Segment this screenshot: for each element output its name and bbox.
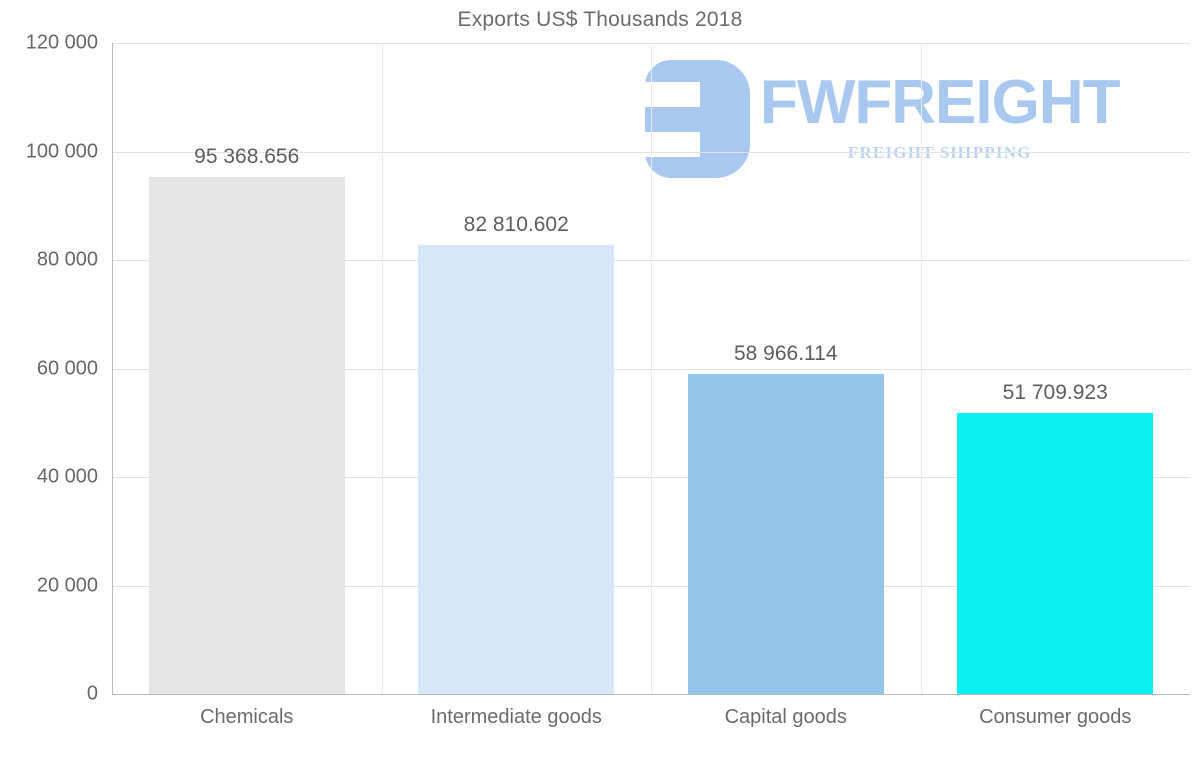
x-axis-tick-label: Intermediate goods bbox=[430, 706, 602, 728]
bar-value-label: 95 368.656 bbox=[194, 144, 300, 168]
x-axis-tick-label: Capital goods bbox=[724, 706, 847, 728]
plot-area: 95 368.656 82 810.602 58 966.114 51 709.923 bbox=[112, 43, 1190, 695]
gridline-vertical bbox=[651, 43, 652, 694]
bar-value-label: 51 709.923 bbox=[1002, 381, 1108, 405]
y-axis-tick-label: 80 000 bbox=[36, 248, 98, 271]
gridline-horizontal bbox=[112, 694, 1190, 695]
bar[interactable]: 95 368.656 bbox=[148, 145, 345, 694]
bar[interactable]: 82 810.602 bbox=[418, 213, 615, 694]
y-axis-tick-label: 100 000 bbox=[25, 140, 98, 162]
bar-value-label: 58 966.114 bbox=[733, 342, 838, 366]
y-axis-tick-label: 120 000 bbox=[25, 31, 98, 54]
x-axis-tick-label: Chemicals bbox=[200, 706, 294, 728]
bar[interactable]: 58 966.114 bbox=[687, 342, 884, 694]
y-axis-tick-label: 60 000 bbox=[36, 357, 98, 379]
gridline-vertical bbox=[382, 43, 383, 694]
gridline-vertical bbox=[921, 43, 922, 694]
y-axis-tick-label: 0 bbox=[86, 682, 98, 705]
bar[interactable]: 51 709.923 bbox=[957, 381, 1154, 694]
y-axis-line bbox=[112, 43, 113, 695]
y-axis-tick-label: 20 000 bbox=[36, 574, 98, 596]
x-axis-tick-label: Consumer goods bbox=[979, 706, 1132, 728]
chart-title: Exports US$ Thousands 2018 bbox=[457, 8, 743, 31]
y-axis-tick-labels: 0 20 000 40 000 60 000 80 000 100 000 120 000 bbox=[0, 0, 100, 763]
bar-value-label: 82 810.602 bbox=[463, 212, 569, 236]
y-axis-tick-label: 40 000 bbox=[36, 465, 98, 488]
